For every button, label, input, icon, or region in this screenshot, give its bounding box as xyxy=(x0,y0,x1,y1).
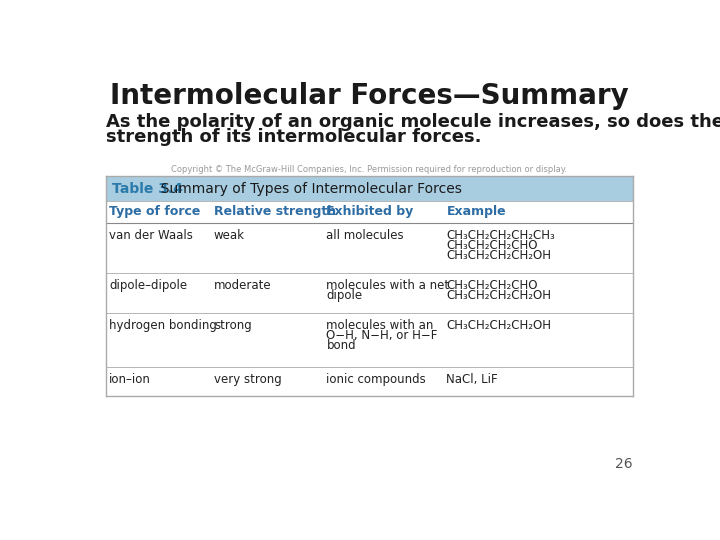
Text: ion–ion: ion–ion xyxy=(109,373,151,386)
Text: ionic compounds: ionic compounds xyxy=(326,373,426,386)
Text: hydrogen bonding: hydrogen bonding xyxy=(109,319,217,332)
Text: weak: weak xyxy=(214,229,245,242)
Bar xyxy=(106,177,632,201)
Text: CH₃CH₂CH₂CH₂OH: CH₃CH₂CH₂CH₂OH xyxy=(446,289,552,302)
Bar xyxy=(106,367,632,396)
Text: strength of its intermolecular forces.: strength of its intermolecular forces. xyxy=(106,128,481,146)
Text: Relative strength: Relative strength xyxy=(214,205,336,218)
Text: As the polarity of an organic molecule increases, so does the: As the polarity of an organic molecule i… xyxy=(106,112,720,131)
Text: molecules with an: molecules with an xyxy=(326,319,433,332)
Text: dipole: dipole xyxy=(326,289,362,302)
Text: Intermolecular Forces—Summary: Intermolecular Forces—Summary xyxy=(109,82,629,110)
Text: Table 3.4: Table 3.4 xyxy=(112,182,183,196)
Text: Exhibited by: Exhibited by xyxy=(326,205,413,218)
Text: CH₃CH₂CH₂CH₂OH: CH₃CH₂CH₂CH₂OH xyxy=(446,249,552,262)
Text: CH₃CH₂CH₂CHO: CH₃CH₂CH₂CHO xyxy=(446,279,538,292)
Bar xyxy=(106,201,632,222)
Bar xyxy=(106,313,632,367)
Text: NaCl, LiF: NaCl, LiF xyxy=(446,373,498,386)
Text: strong: strong xyxy=(214,319,252,332)
Text: van der Waals: van der Waals xyxy=(109,229,193,242)
Text: Type of force: Type of force xyxy=(109,205,201,218)
Text: dipole–dipole: dipole–dipole xyxy=(109,279,187,292)
Text: moderate: moderate xyxy=(214,279,271,292)
Text: 26: 26 xyxy=(615,457,632,471)
Text: Copyright © The McGraw-Hill Companies, Inc. Permission required for reproduction: Copyright © The McGraw-Hill Companies, I… xyxy=(171,165,567,174)
Text: Summary of Types of Intermolecular Forces: Summary of Types of Intermolecular Force… xyxy=(152,182,462,196)
Bar xyxy=(106,273,632,313)
Text: bond: bond xyxy=(326,339,356,352)
Text: all molecules: all molecules xyxy=(326,229,404,242)
Text: very strong: very strong xyxy=(214,373,282,386)
Text: Example: Example xyxy=(446,205,506,218)
Text: O−H, N−H, or H−F: O−H, N−H, or H−F xyxy=(326,329,438,342)
Bar xyxy=(106,222,632,273)
Text: CH₃CH₂CH₂CH₂CH₃: CH₃CH₂CH₂CH₂CH₃ xyxy=(446,229,555,242)
Text: molecules with a net: molecules with a net xyxy=(326,279,449,292)
Text: CH₃CH₂CH₂CHO: CH₃CH₂CH₂CHO xyxy=(446,239,538,252)
Text: CH₃CH₂CH₂CH₂OH: CH₃CH₂CH₂CH₂OH xyxy=(446,319,552,332)
